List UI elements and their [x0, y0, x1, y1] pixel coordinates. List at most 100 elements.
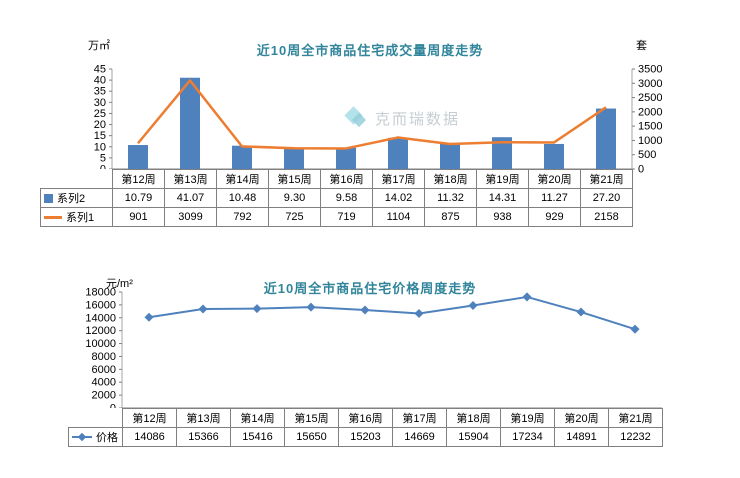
- category-label: 第17周: [372, 169, 425, 189]
- value-cell: 15416: [230, 427, 285, 447]
- tick-label: 12000: [85, 325, 116, 337]
- value-cell: 9.30: [268, 188, 321, 208]
- series-name: 系列1: [66, 212, 95, 224]
- tick-label: 40: [94, 75, 106, 87]
- tick-label: 500: [638, 149, 656, 161]
- price-chart-title: 近10周全市商品住宅价格周度走势: [263, 281, 477, 296]
- category-label: 第21周: [580, 169, 633, 189]
- table-row: 价格 14086 15366 15416 15650 15203 14669 15904 172…: [68, 427, 663, 447]
- watermark-logo: 克而瑞数据: [344, 106, 460, 130]
- volume-bar: [492, 137, 512, 169]
- volume-bar: [180, 77, 200, 169]
- value-cell: 901: [112, 207, 165, 227]
- category-label: 第17周: [392, 408, 447, 428]
- category-label: 第19周: [500, 408, 555, 428]
- category-label: 第19周: [476, 169, 529, 189]
- value-cell: 929: [528, 207, 581, 227]
- tick-label: 20: [94, 119, 106, 131]
- tick-label: 3000: [638, 78, 662, 90]
- series-name: 系列2: [57, 193, 86, 205]
- category-label: 第12周: [112, 169, 165, 189]
- volume-bar: [388, 137, 408, 169]
- value-cell: 719: [320, 207, 373, 227]
- value-cell: 792: [216, 207, 269, 227]
- tick-label: 8000: [92, 351, 116, 363]
- tick-label: 4000: [92, 377, 116, 389]
- category-label: 第21周: [608, 408, 663, 428]
- value-cell: 14.02: [372, 188, 425, 208]
- orange-line-icon: [44, 215, 62, 219]
- value-cell: 15904: [446, 427, 501, 447]
- legend-cell: 系列2: [40, 188, 113, 208]
- tick-label: 3500: [638, 64, 662, 76]
- value-cell: 10.79: [112, 188, 165, 208]
- value-cell: 27.20: [580, 188, 633, 208]
- value-cell: 14.31: [476, 188, 529, 208]
- volume-line: [137, 79, 607, 150]
- diamond-marker: [576, 307, 586, 317]
- category-label: 第15周: [284, 408, 339, 428]
- value-cell: 15650: [284, 427, 339, 447]
- price-chart-plot: 0200040006000800010000120001400016000180…: [85, 287, 662, 415]
- diamond-marker: [252, 304, 262, 314]
- category-label: 第20周: [528, 169, 581, 189]
- price-axis-unit: 元/m²: [106, 278, 133, 290]
- tick-label: 18000: [85, 287, 116, 299]
- tick-label: 14000: [85, 312, 116, 324]
- legend-cell: 系列1: [40, 207, 113, 227]
- table-row: 系列1 901 3099 792 725 719 1104 875 938 929 2158: [40, 207, 633, 227]
- category-label: 第13周: [176, 408, 231, 428]
- tick-label: 16000: [85, 299, 116, 311]
- tick-label: 10000: [85, 338, 116, 350]
- diamond-marker: [468, 300, 478, 311]
- tick-label: 1000: [638, 135, 662, 147]
- series-name: 价格: [96, 432, 118, 444]
- line-diamond-icon: [72, 432, 92, 442]
- value-cell: 15366: [176, 427, 231, 447]
- value-cell: 938: [476, 207, 529, 227]
- volume-bar: [544, 143, 564, 169]
- tick-label: 45: [94, 64, 106, 76]
- tick-label: 30: [94, 97, 106, 109]
- category-label: 第20周: [554, 408, 609, 428]
- value-cell: 875: [424, 207, 477, 227]
- watermark-diamond-icon: [344, 106, 369, 130]
- tick-label: 15: [94, 130, 106, 142]
- diamond-marker: [144, 312, 154, 322]
- volume-bar: [232, 145, 252, 169]
- value-cell: 14891: [554, 427, 609, 447]
- tick-label: 2500: [638, 92, 662, 104]
- value-cell: 3099: [164, 207, 217, 227]
- price-line: [148, 295, 636, 331]
- value-cell: 41.07: [164, 188, 217, 208]
- category-label: 第16周: [338, 408, 393, 428]
- tick-label: 35: [94, 86, 106, 98]
- volume-right-axis-unit: 套: [636, 40, 647, 52]
- volume-data-table: 第12周 第13周 第14周 第15周 第16周 第17周 第18周 第19周 第20周 第21周…: [40, 169, 633, 227]
- category-label: 第16周: [320, 169, 373, 189]
- category-label: 第18周: [446, 408, 501, 428]
- diamond-marker: [630, 324, 640, 334]
- volume-bar: [284, 148, 304, 169]
- value-cell: 12232: [608, 427, 663, 447]
- diamond-marker: [522, 292, 532, 302]
- tick-label: 6000: [92, 364, 116, 376]
- diamond-marker: [198, 304, 208, 314]
- legend-cell: 价格: [68, 427, 123, 447]
- category-label: 第15周: [268, 169, 321, 189]
- price-data-table: 第12周 第13周 第14周 第15周 第16周 第17周 第18周 第19周 第20周 第21周…: [68, 408, 663, 447]
- value-cell: 1104: [372, 207, 425, 227]
- category-label: 第12周: [122, 408, 177, 428]
- value-cell: 15203: [338, 427, 393, 447]
- tick-label: 25: [94, 108, 106, 120]
- value-cell: 17234: [500, 427, 555, 447]
- category-label: 第14周: [230, 408, 285, 428]
- volume-bar: [440, 143, 460, 169]
- tick-label: 0: [638, 164, 644, 176]
- table-row: 系列2 10.79 41.07 10.48 9.30 9.58 14.02 11.32 14.3…: [40, 188, 633, 208]
- volume-chart-plot: 0510152025303540450500100015002000250030…: [94, 64, 663, 176]
- volume-chart-title: 近10周全市商品住宅成交量周度走势: [256, 43, 484, 58]
- value-cell: 9.58: [320, 188, 373, 208]
- table-corner-spacer: [69, 409, 123, 428]
